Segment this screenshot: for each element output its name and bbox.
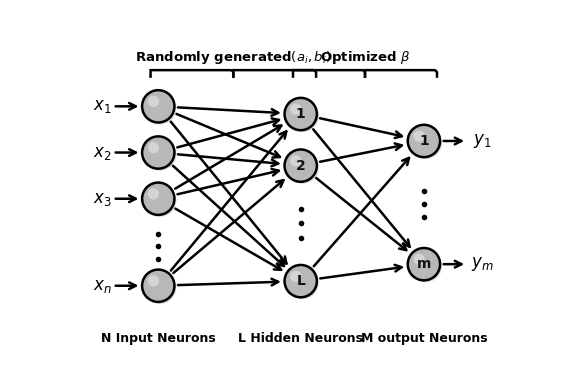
Circle shape xyxy=(408,125,440,157)
Circle shape xyxy=(284,149,317,182)
Circle shape xyxy=(142,270,174,302)
Circle shape xyxy=(144,185,177,217)
Circle shape xyxy=(148,275,159,287)
Circle shape xyxy=(148,188,159,200)
Circle shape xyxy=(142,183,174,215)
Circle shape xyxy=(290,270,302,282)
Circle shape xyxy=(142,90,174,123)
Circle shape xyxy=(148,142,159,153)
Text: N Input Neurons: N Input Neurons xyxy=(101,332,216,345)
Text: L: L xyxy=(296,274,305,288)
Text: M output Neurons: M output Neurons xyxy=(361,332,487,345)
Circle shape xyxy=(410,127,442,159)
Text: m: m xyxy=(417,257,431,271)
Text: $y_1$: $y_1$ xyxy=(473,132,492,150)
Text: Optimized $\beta$: Optimized $\beta$ xyxy=(320,49,410,66)
Text: 2: 2 xyxy=(296,159,306,172)
Text: 1: 1 xyxy=(419,134,429,148)
Circle shape xyxy=(286,267,319,299)
Text: $x_n$: $x_n$ xyxy=(93,277,111,295)
Circle shape xyxy=(144,92,177,124)
Text: 1: 1 xyxy=(296,107,306,121)
Circle shape xyxy=(408,248,440,280)
Text: $y_m$: $y_m$ xyxy=(471,255,494,273)
Text: $x_1$: $x_1$ xyxy=(93,97,111,115)
Circle shape xyxy=(144,272,177,304)
Text: L Hidden Neurons: L Hidden Neurons xyxy=(238,332,363,345)
Text: $x_2$: $x_2$ xyxy=(93,143,111,162)
Circle shape xyxy=(286,151,319,184)
Text: $x_3$: $x_3$ xyxy=(93,190,111,208)
Circle shape xyxy=(144,138,177,171)
Circle shape xyxy=(290,155,302,167)
Circle shape xyxy=(413,254,425,265)
Circle shape xyxy=(148,96,159,107)
Circle shape xyxy=(142,136,174,169)
Circle shape xyxy=(284,98,317,130)
Circle shape xyxy=(413,131,425,142)
Circle shape xyxy=(284,265,317,297)
Circle shape xyxy=(410,250,442,282)
Circle shape xyxy=(290,103,302,115)
Circle shape xyxy=(286,100,319,132)
Text: Randomly generated$(a_i, b_i)$: Randomly generated$(a_i, b_i)$ xyxy=(135,49,331,66)
